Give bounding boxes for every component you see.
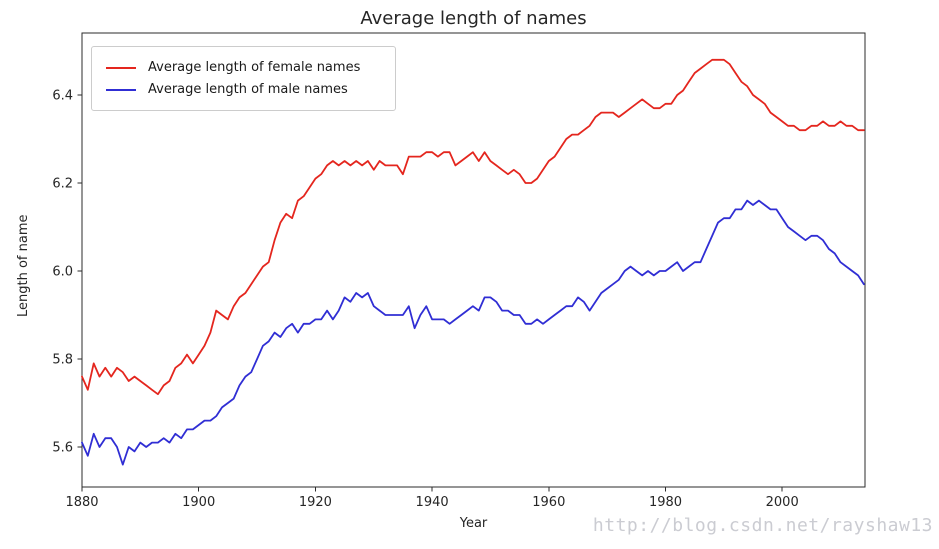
x-tick-label: 2000 — [766, 495, 799, 510]
y-tick-label: 6.2 — [52, 177, 73, 192]
y-axis-label: Length of name — [16, 214, 31, 318]
y-tick-label: 5.6 — [52, 441, 73, 456]
x-tick-label: 1940 — [416, 495, 449, 510]
x-tick-label: 1900 — [182, 495, 215, 510]
y-tick-label: 6.4 — [52, 89, 73, 104]
watermark-text: http://blog.csdn.net/rayshaw13 — [592, 515, 933, 536]
x-tick-label: 1960 — [532, 495, 565, 510]
x-tick-label: 1920 — [299, 495, 332, 510]
x-axis-label: Year — [459, 516, 488, 531]
y-axis-ticks: 5.6 5.8 6.0 6.2 6.4 — [52, 89, 82, 456]
x-axis-ticks: 1880 1900 1920 1940 1960 1980 2000 — [65, 487, 799, 510]
legend-box: Average length of female names Average l… — [91, 46, 396, 111]
legend-item-male: Average length of male names — [106, 79, 395, 101]
x-tick-label: 1880 — [65, 495, 98, 510]
male-names-line — [81, 199, 865, 466]
legend-label-male: Average length of male names — [148, 82, 348, 97]
chart-title: Average length of names — [360, 8, 587, 29]
y-tick-label: 6.0 — [52, 265, 73, 280]
female-names-line — [81, 58, 865, 396]
female-line-swatch — [106, 67, 136, 69]
legend-item-female: Average length of female names — [106, 57, 395, 79]
y-tick-label: 5.8 — [52, 353, 73, 368]
x-tick-label: 1980 — [649, 495, 682, 510]
axes-frame — [81, 32, 866, 488]
legend-label-female: Average length of female names — [148, 60, 361, 75]
male-line-swatch — [106, 89, 136, 91]
